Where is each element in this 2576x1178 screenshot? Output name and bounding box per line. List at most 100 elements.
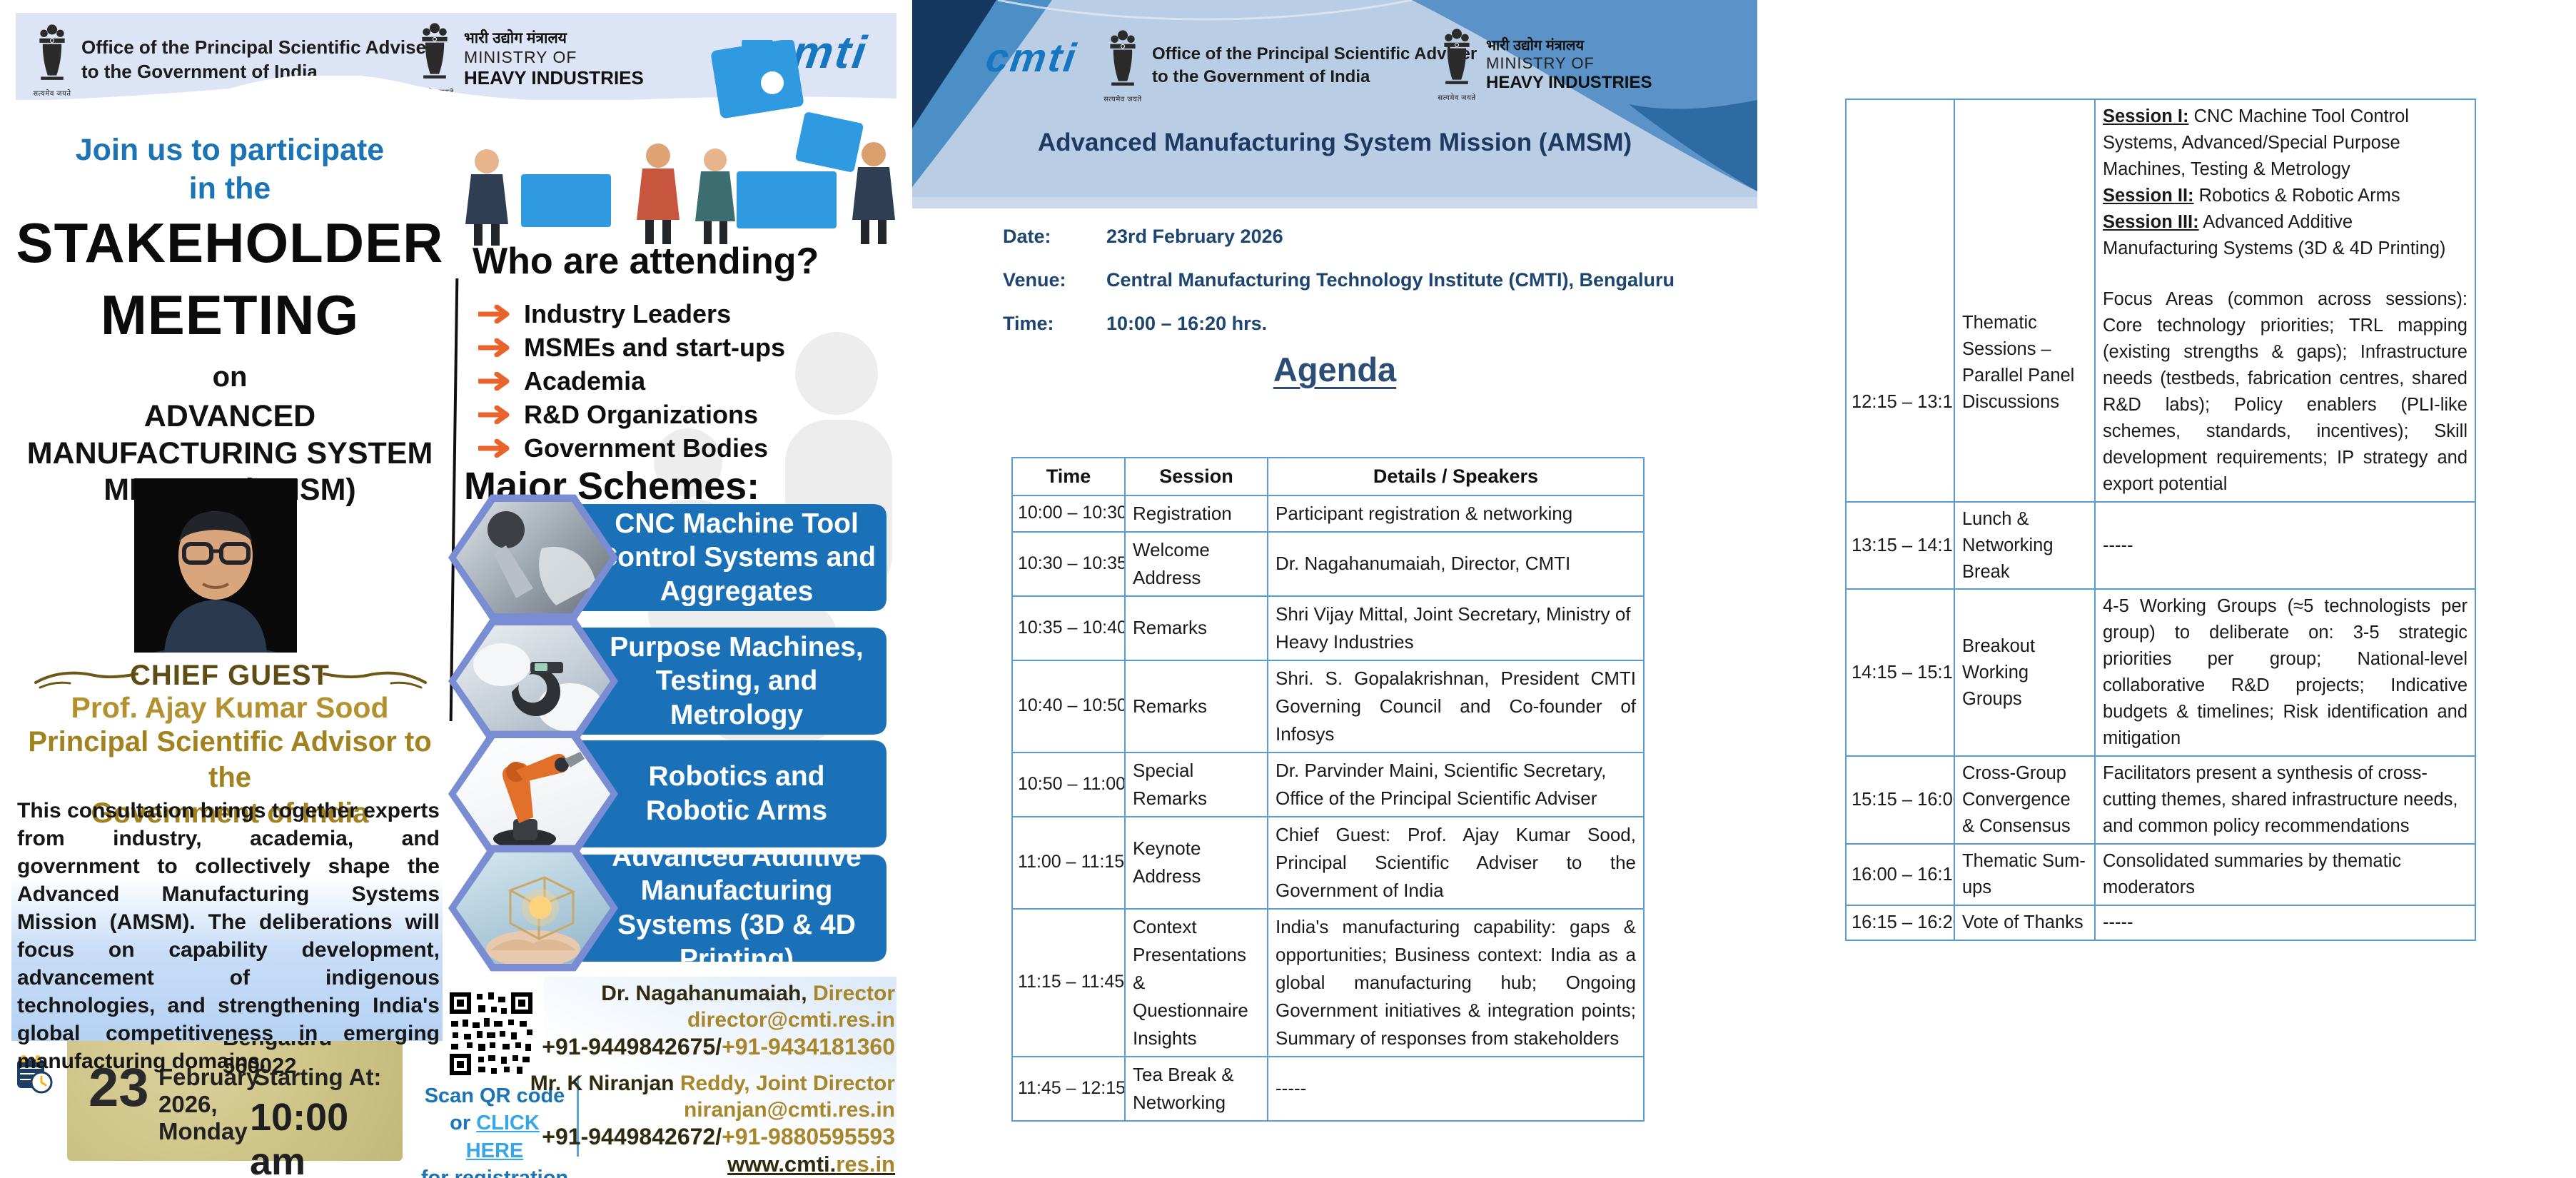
emblem-caption: सत्यमेव जयते [1103, 96, 1142, 104]
scheme-hexagon [448, 730, 618, 857]
table-row: 15:15 – 16:00 Cross-Group Convergence & … [1845, 755, 2476, 845]
scheme-hexagon [448, 618, 618, 745]
table-row: 10:30 – 10:35 Welcome Address Dr. Nagaha… [1011, 530, 1645, 597]
agenda-header-band: cmti सत्यमेव जयते Office of the Principa… [912, 0, 1757, 208]
table-row: 13:15 – 14:15 Lunch & Networking Break -… [1845, 500, 2476, 590]
attending-list: Industry Leaders MSMEs and start-ups Aca… [478, 297, 785, 465]
arrow-right-icon [478, 438, 510, 458]
psa-office-block: सत्यमेव जयते Office of the Principal Sci… [1103, 27, 1477, 104]
list-item: Industry Leaders [478, 297, 785, 331]
contact-gradient-decoration [544, 977, 896, 1167]
contact-name: Dr. Nagahanumaiah, [601, 982, 807, 1005]
list-item: Academia [478, 364, 785, 398]
column-header-session: Session [1124, 457, 1268, 496]
poster-page: सत्यमेव जयते Office of the Principal Sci… [11, 13, 896, 1178]
starting-at-label: Starting At: [254, 1064, 382, 1090]
table-row: 11:15 – 11:45 Context Presentations & Qu… [1011, 907, 1645, 1057]
person-figure [465, 149, 508, 246]
chief-guest-photo [134, 478, 297, 653]
attending-heading: Who are attending? [473, 241, 819, 282]
meta-date: Date: 23rd February 2026 [1003, 226, 1283, 247]
contact-name: Mr. K Niranjan [530, 1072, 680, 1096]
table-row: 10:00 – 10:30 Registration Participant r… [1011, 494, 1645, 533]
agenda-table-continued: 12:15 – 13:15 Thematic Sessions – Parall… [1845, 99, 2476, 942]
table-row: 10:40 – 10:50 Remarks Shri. S. Gopalakri… [1011, 659, 1645, 753]
state-emblem-icon: सत्यमेव जयते [1103, 27, 1142, 104]
state-emblem-icon: सत्यमेव जयते [33, 21, 71, 98]
agenda-continuation-page: 12:15 – 13:15 Thematic Sessions – Parall… [1845, 99, 2487, 942]
website-link[interactable]: www.cmti.res.in [727, 1152, 895, 1177]
on-word: on [212, 361, 248, 393]
psa-office-block: सत्यमेव जयते Office of the Principal Sci… [33, 21, 433, 98]
agenda-heading: Agenda [1273, 351, 1397, 388]
meta-time: Time: 10:00 – 16:20 hrs. [1003, 313, 1268, 334]
page-title: STAKEHOLDER MEETING [16, 211, 444, 347]
session-line: Session I: CNC Machine Tool Control Syst… [2103, 106, 2409, 179]
start-time: 10:00 am [250, 1096, 349, 1178]
arrow-right-icon [478, 304, 510, 323]
chief-guest-role: Principal Scientific Advisor to the Gove… [28, 726, 432, 829]
scheme-item-cnc: CNC Machine Tool Control Systems and Agg… [448, 494, 896, 621]
event-day: 23 [89, 1057, 149, 1118]
session-line: Session III: Advanced Additive Manufactu… [2103, 211, 2446, 258]
cnc-machining-photo [456, 501, 610, 614]
ministry-title: भारी उद्योग मंत्रालय MINISTRY OF HEAVY I… [1486, 38, 1652, 92]
table-row: 14:15 – 15:15 Breakout Working Groups 4-… [1845, 588, 2476, 757]
chief-guest-heading: CHIEF GUEST [130, 660, 330, 691]
agenda-table: Time Session Details / Speakers 10:00 – … [1011, 457, 1645, 1122]
column-header-details: Details / Speakers [1267, 457, 1645, 496]
about-gradient-decoration [11, 877, 443, 1041]
state-emblem-icon: सत्यमेव जयते [1438, 26, 1476, 102]
contact-role: Reddy, Joint Director [680, 1072, 895, 1096]
about-paragraph: This consultation brings together expert… [17, 799, 440, 1073]
person-figure [637, 144, 680, 244]
registration-link[interactable]: CLICK HERE [465, 1112, 540, 1162]
ministry-block: सत्यमेव जयते भारी उद्योग मंत्रालय MINIST… [1438, 26, 1652, 102]
focus-areas-paragraph: Focus Areas (common across sessions): Co… [2103, 288, 2468, 494]
ministry-title: भारी उद्योग मंत्रालय MINISTRY OF HEAVY I… [464, 29, 644, 89]
contact-email: director@cmti.res.in [687, 1007, 895, 1032]
puzzle-people-illustration [465, 40, 895, 246]
contact-phone: +91-9880595593 [722, 1124, 895, 1150]
table-row: 10:35 – 10:40 Remarks Shri Vijay Mittal,… [1011, 595, 1645, 661]
arrow-right-icon [478, 338, 510, 357]
table-row: 16:00 – 16:15 Thematic Sum-ups Consolida… [1845, 843, 2476, 907]
table-row: 11:45 – 12:15 Tea Break & Networking ---… [1011, 1055, 1645, 1122]
list-item: Government Bodies [478, 431, 785, 465]
metrology-instrument-photo [456, 625, 610, 737]
scheme-banner: CNC Machine Tool Control Systems and Agg… [554, 504, 887, 611]
ministry-block: सत्यमेव जयते भारी उद्योग मंत्रालय MINIST… [415, 20, 644, 96]
scheme-hexagon [448, 494, 618, 621]
contact-phone: +91-9449842672/ [542, 1124, 722, 1150]
flourish-left-icon [34, 671, 138, 689]
mission-title: Advanced Manufacturing System Mission (A… [1037, 129, 1632, 156]
contact-email: niranjan@cmti.res.in [683, 1097, 895, 1122]
table-row: 11:00 – 11:15 Keynote Address Chief Gues… [1011, 815, 1645, 910]
column-header-time: Time [1011, 457, 1126, 496]
thematic-details-cell: Session I: CNC Machine Tool Control Syst… [2094, 99, 2476, 503]
arrow-right-icon [478, 371, 510, 391]
header-wave-decoration [16, 76, 896, 119]
emblem-caption: सत्यमेव जयते [33, 90, 71, 98]
agenda-page: cmti सत्यमेव जयते Office of the Principa… [912, 0, 1757, 1178]
scan-qr-text: Scan QR code or CLICK HERE for registrat… [420, 1084, 569, 1178]
contact-phone: +91-9434181360 [722, 1034, 895, 1060]
table-row: 10:50 – 11:00 Special Remarks Dr. Parvin… [1011, 751, 1645, 817]
qr-code-image [447, 990, 535, 1078]
additive-manufacturing-photo [456, 852, 610, 965]
arrow-right-icon [478, 405, 510, 424]
contact-block: Dr. Nagahanumaiah, Director director@cmt… [515, 981, 895, 1178]
table-row: 12:15 – 13:15 Thematic Sessions – Parall… [1845, 99, 2476, 503]
flourish-right-icon [323, 671, 427, 689]
scheme-hexagon [448, 845, 618, 972]
cmti-logo: cmti [983, 35, 1081, 80]
table-header-row: Time Session Details / Speakers [1011, 457, 1645, 496]
person-figure [852, 142, 895, 244]
list-item: MSMEs and start-ups [478, 331, 785, 364]
psa-office-title: Office of the Principal Scientific Advis… [1152, 44, 1478, 86]
calendar-clock-icon [17, 1055, 53, 1094]
join-us-heading: Join us to participate in the [75, 133, 385, 206]
scheme-item-robotics: Robotics and Robotic Arms [448, 730, 896, 857]
chief-guest-name: Prof. Ajay Kumar Sood [71, 691, 389, 724]
event-date-lines: February 2026, Monday [158, 1064, 260, 1144]
